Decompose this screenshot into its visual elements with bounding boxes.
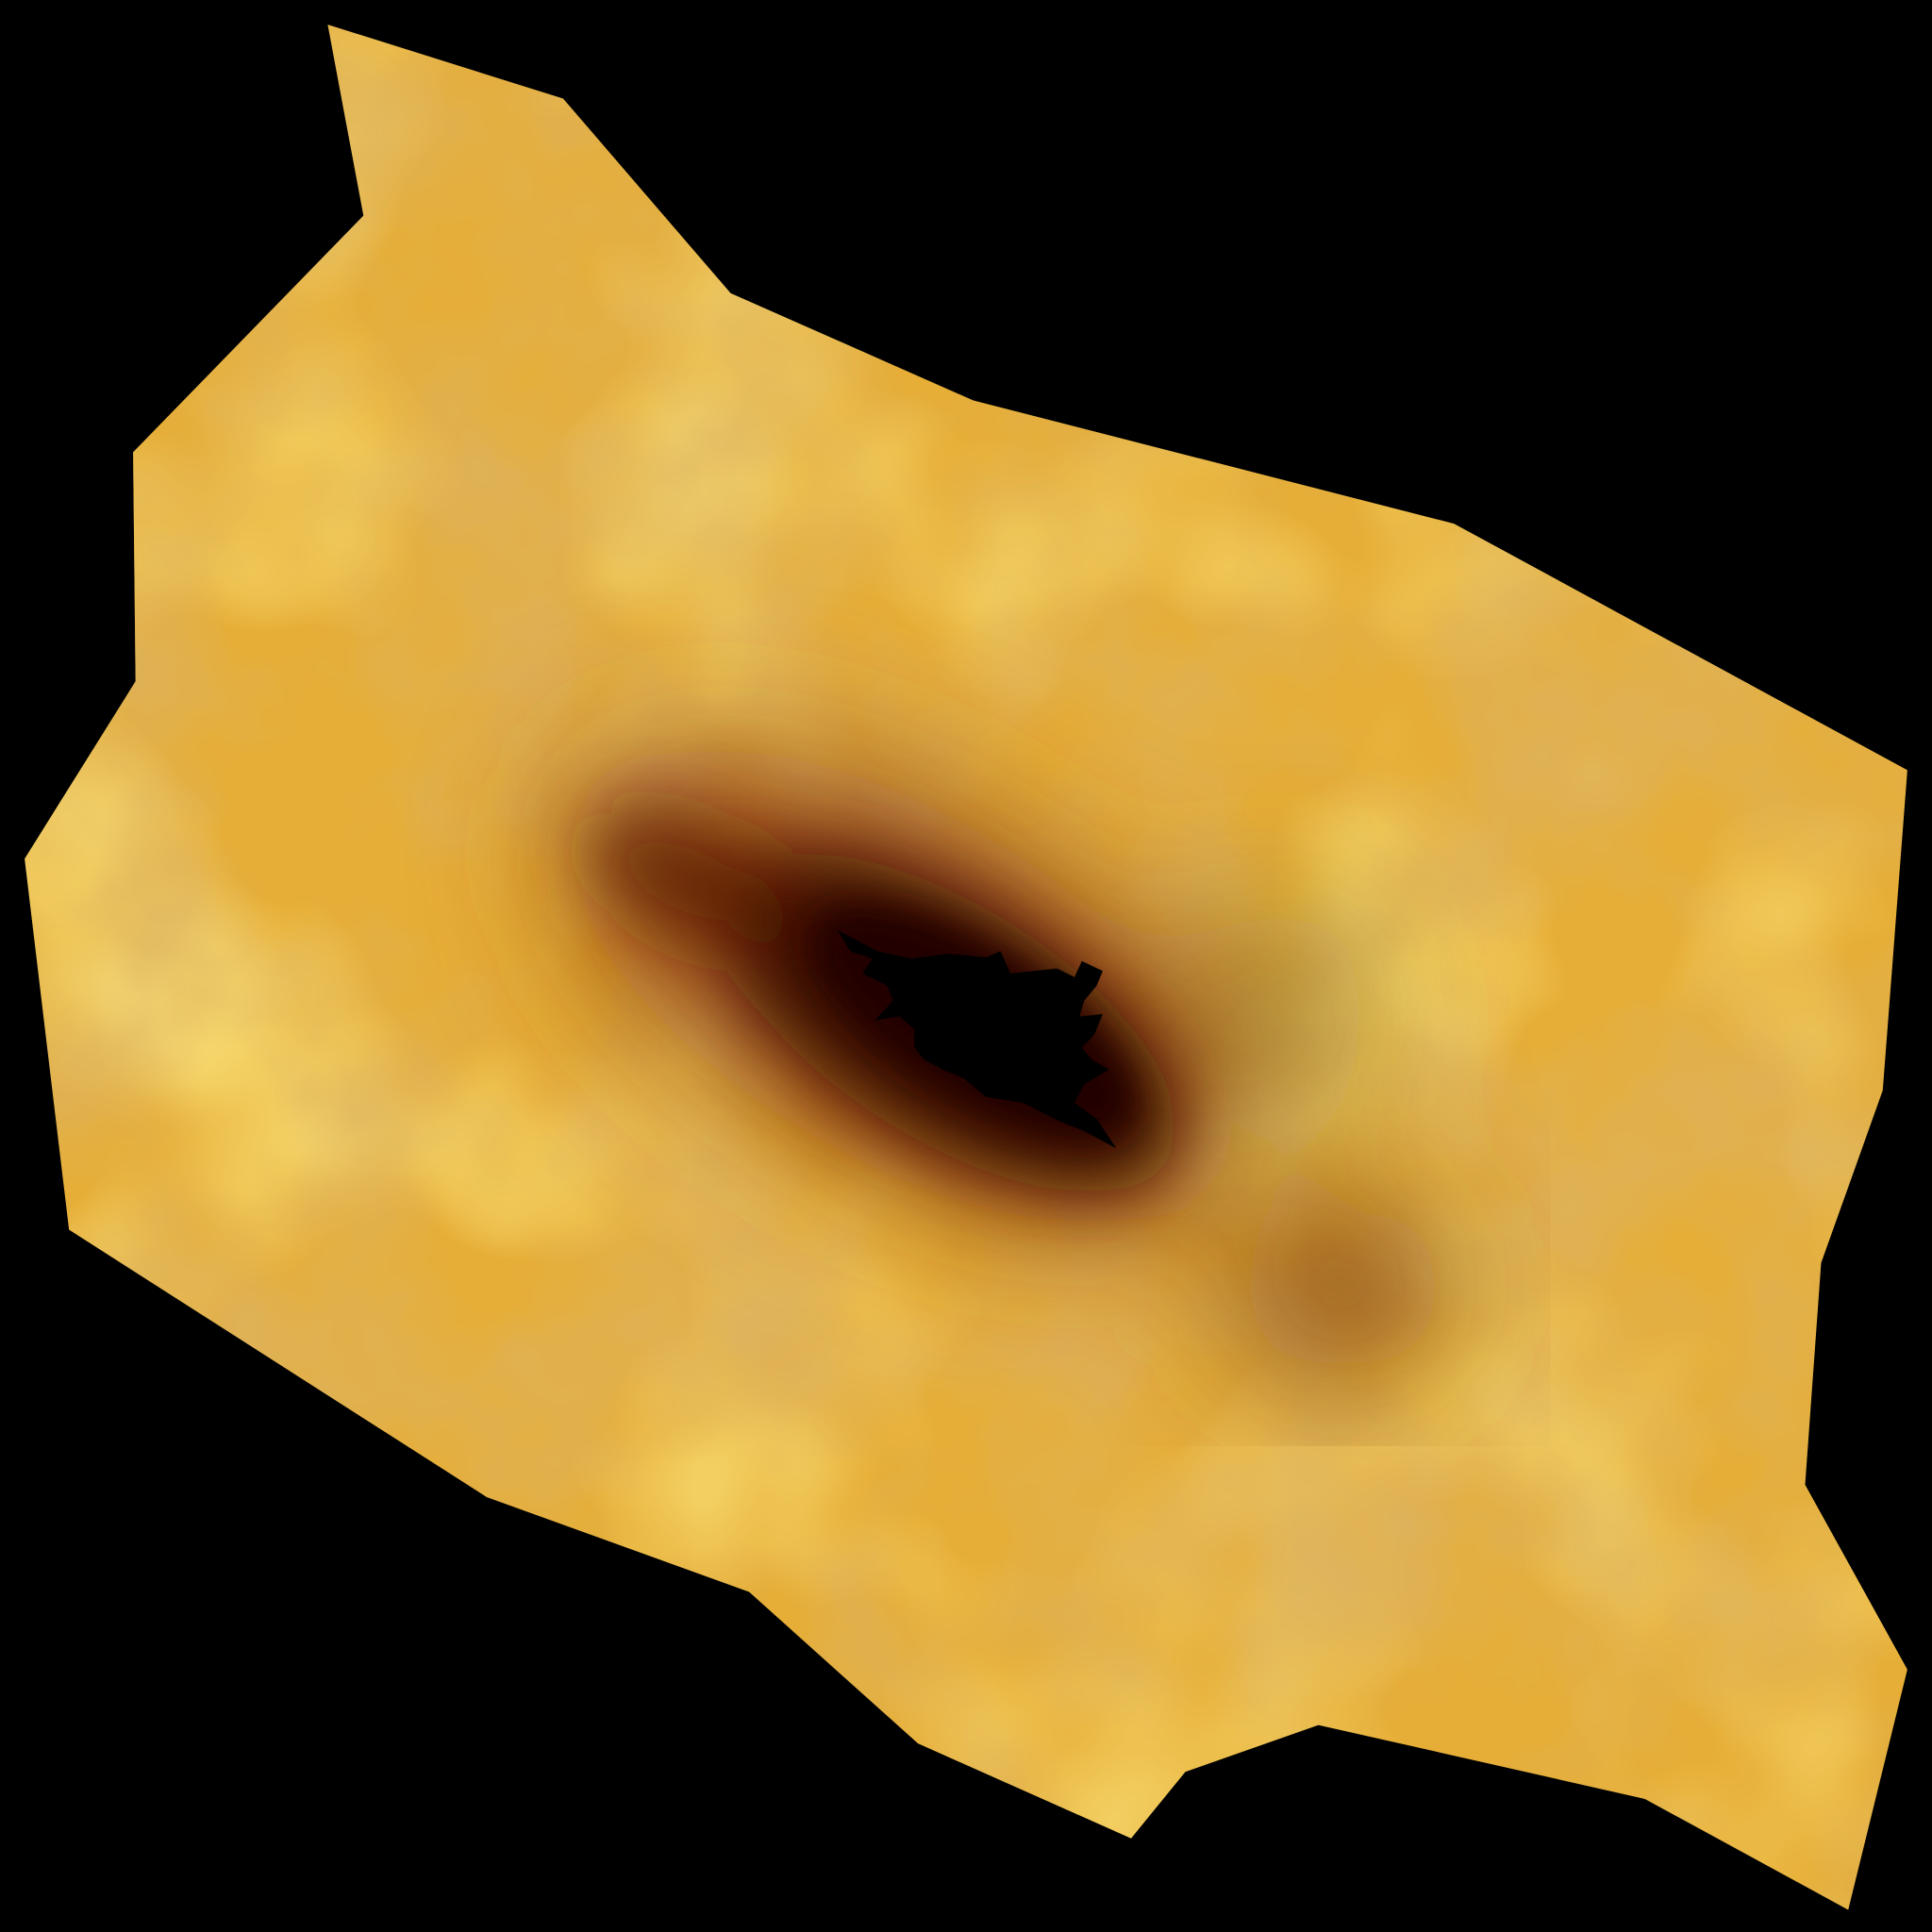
hole (838, 930, 1117, 1149)
